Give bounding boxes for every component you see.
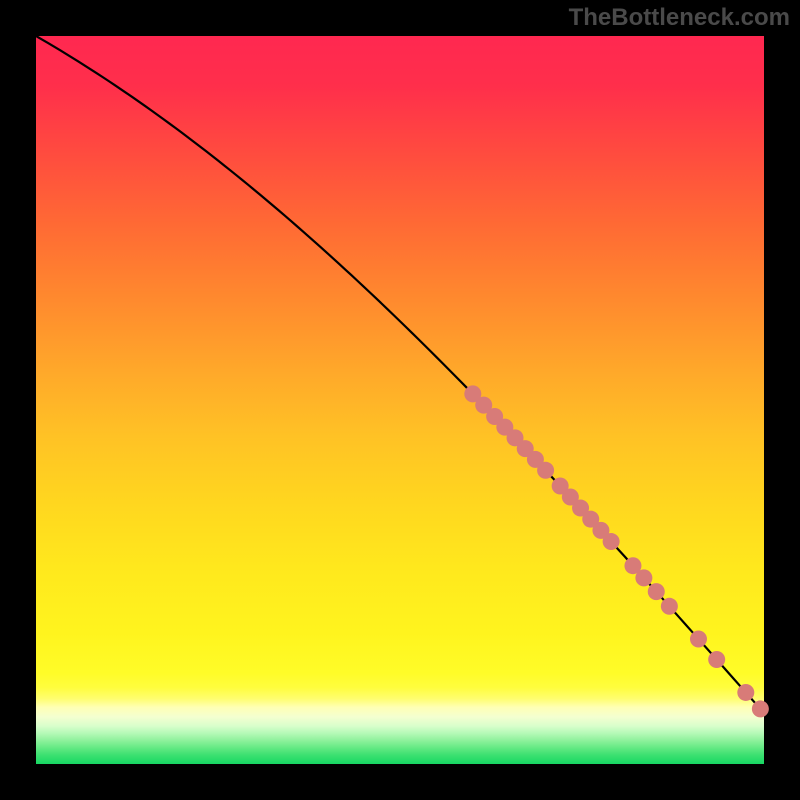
chart-canvas: TheBottleneck.com: [0, 0, 800, 800]
data-marker: [737, 684, 754, 701]
data-marker: [635, 569, 652, 586]
data-marker: [661, 598, 678, 615]
data-marker: [648, 583, 665, 600]
data-marker: [537, 462, 554, 479]
gradient-panel: [36, 36, 764, 764]
data-marker: [708, 651, 725, 668]
chart-svg: [0, 0, 800, 800]
watermark-text: TheBottleneck.com: [569, 4, 790, 32]
data-marker: [603, 533, 620, 550]
data-marker: [690, 631, 707, 648]
data-marker: [752, 700, 769, 717]
